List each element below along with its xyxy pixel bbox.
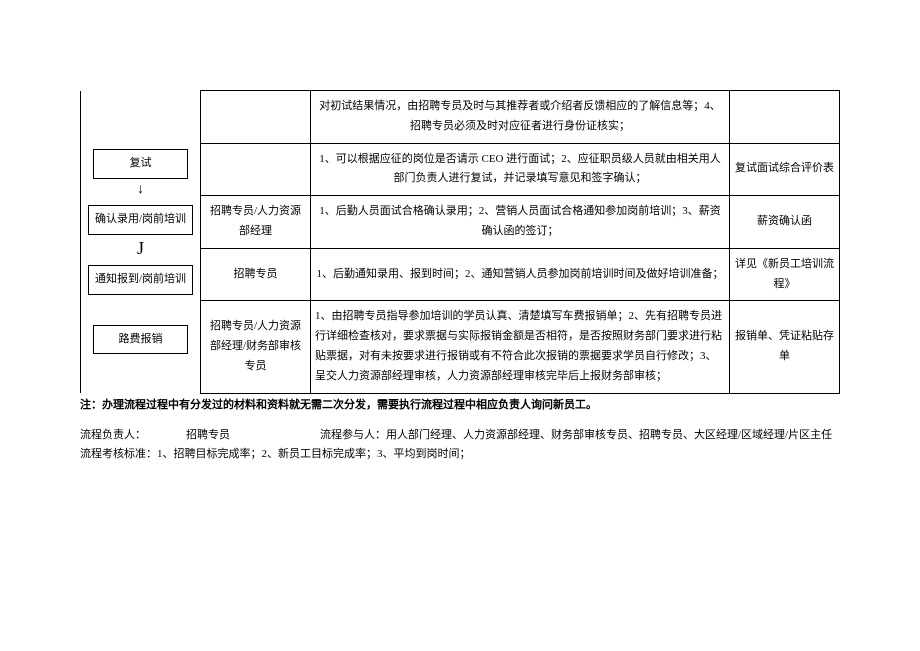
flow-step-1: 复试 bbox=[93, 149, 188, 179]
flow-arrow-1: ↓ bbox=[137, 183, 144, 197]
cell-resp-0 bbox=[201, 91, 311, 144]
participant-value: 用人部门经理、人力资源部经理、财务部审核专员、招聘专员、大区经理/区域经理/片区… bbox=[386, 426, 832, 446]
flow-step-3: 通知报到/岗前培训 bbox=[88, 265, 193, 295]
cell-resp-4: 招聘专员/人力资源部经理/财务部审核专员 bbox=[201, 301, 311, 393]
cell-ref-4: 报销单、凭证粘贴存单 bbox=[730, 301, 840, 393]
owner-label: 流程负责人： bbox=[80, 426, 146, 446]
cell-desc-3: 1、后勤通知录用、报到时间；2、通知营销人员参加岗前培训时间及做好培训准备； bbox=[311, 248, 730, 301]
flowchart-cell: 复试 ↓ 确认录用/岗前培训 J 通知报到/岗前培训 路费报销 bbox=[81, 91, 201, 394]
cell-resp-2: 招聘专员/人力资源部经理 bbox=[201, 196, 311, 249]
flow-step-4: 路费报销 bbox=[93, 325, 188, 355]
process-table: 复试 ↓ 确认录用/岗前培训 J 通知报到/岗前培训 路费报销 对初试结果情况，… bbox=[80, 90, 840, 394]
flow-step-2: 确认录用/岗前培训 bbox=[88, 205, 193, 235]
cell-resp-3: 招聘专员 bbox=[201, 248, 311, 301]
cell-ref-3: 详见《新员工培训流程》 bbox=[730, 248, 840, 301]
footer-block: 流程负责人： 招聘专员 流程参与人： 用人部门经理、人力资源部经理、财务部审核专… bbox=[80, 426, 840, 466]
flow-j-mark: J bbox=[137, 239, 144, 257]
cell-ref-2: 薪资确认函 bbox=[730, 196, 840, 249]
cell-ref-1: 复试面试综合评价表 bbox=[730, 143, 840, 196]
cell-ref-0 bbox=[730, 91, 840, 144]
cell-desc-4: 1、由招聘专员指导参加培训的学员认真、清楚填写车费报销单；2、先有招聘专员进行详… bbox=[311, 301, 730, 393]
cell-desc-1: 1、可以根据应征的岗位是否请示 CEO 进行面试；2、应征职员级人员就由相关用人… bbox=[311, 143, 730, 196]
owner-value: 招聘专员 bbox=[186, 426, 230, 446]
kpi-label: 流程考核标准： bbox=[80, 445, 157, 465]
cell-desc-2: 1、后勤人员面试合格确认录用；2、营销人员面试合格通知参加岗前培训；3、薪资确认… bbox=[311, 196, 730, 249]
note-text: 注：办理流程过程中有分发过的材料和资料就无需二次分发，需要执行流程过程中相应负责… bbox=[80, 396, 840, 412]
participant-label: 流程参与人： bbox=[320, 426, 386, 446]
kpi-value: 1、招聘目标完成率；2、新员工目标完成率；3、平均到岗时间； bbox=[157, 445, 471, 465]
cell-resp-1 bbox=[201, 143, 311, 196]
cell-desc-0: 对初试结果情况，由招聘专员及时与其推荐者或介绍者反馈相应的了解信息等；4、招聘专… bbox=[311, 91, 730, 144]
